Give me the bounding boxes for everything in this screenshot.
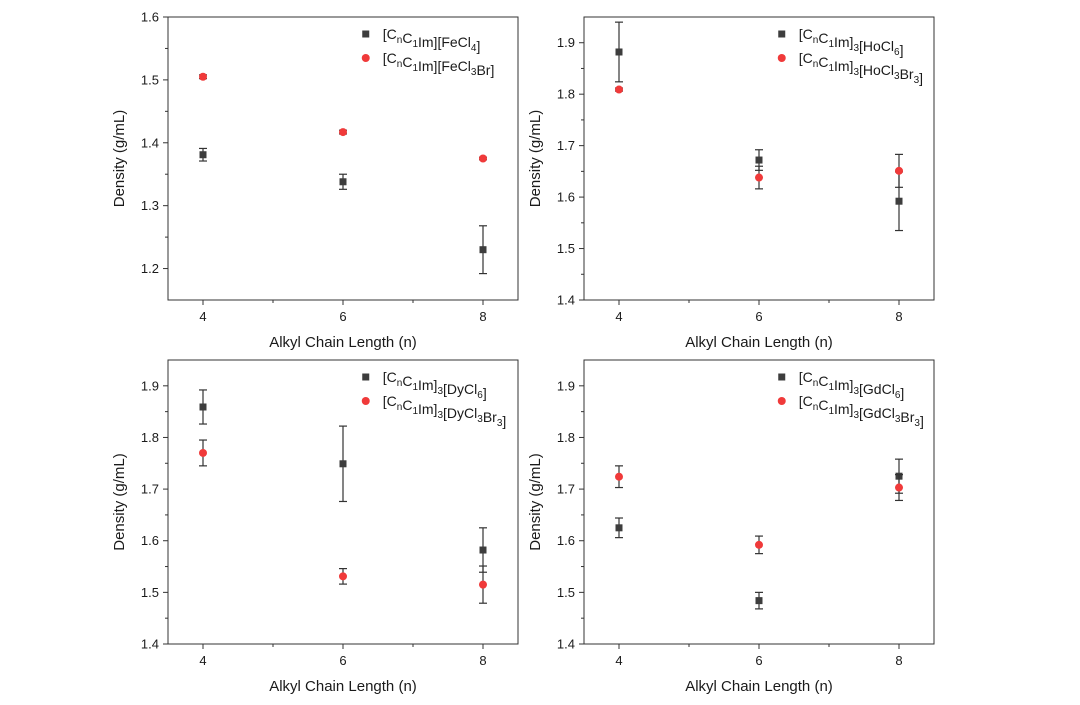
x-axis-title: Alkyl Chain Length (n) — [685, 678, 833, 695]
x-tick-label: 8 — [895, 309, 902, 324]
data-point-square — [755, 597, 763, 605]
y-tick-label: 1.4 — [557, 637, 575, 652]
y-axis-title: Density (g/mL) — [527, 110, 544, 208]
x-tick-label: 6 — [755, 309, 762, 324]
legend-marker-circle — [361, 54, 370, 62]
y-tick-label: 1.6 — [557, 533, 575, 548]
legend-marker-square — [362, 373, 370, 381]
y-tick-label: 1.2 — [141, 261, 159, 276]
y-tick-label: 1.9 — [557, 35, 575, 50]
data-point-circle — [479, 154, 487, 163]
y-tick-label: 1.4 — [141, 637, 159, 652]
data-point-circle — [895, 166, 903, 175]
x-tick-label: 8 — [895, 653, 902, 668]
legend-label: [CnC1Im]3[HoCl6] — [799, 26, 904, 58]
data-point-square — [339, 178, 347, 186]
data-point-square — [479, 246, 487, 254]
y-tick-label: 1.6 — [141, 10, 159, 25]
legend-marker-circle — [361, 397, 370, 405]
y-tick-label: 1.7 — [141, 482, 159, 497]
legend-label: [CnC1Im]3[DyCl3Br3] — [383, 393, 507, 429]
y-tick-label: 1.5 — [557, 585, 575, 600]
x-tick-label: 6 — [339, 653, 346, 668]
y-axis-title: Density (g/mL) — [111, 110, 128, 208]
data-point-circle — [339, 128, 347, 137]
y-tick-label: 1.9 — [141, 378, 159, 393]
y-tick-label: 1.4 — [557, 293, 575, 308]
legend-marker-square — [362, 30, 370, 38]
x-tick-label: 8 — [479, 309, 486, 324]
x-tick-label: 4 — [199, 653, 206, 668]
y-tick-label: 1.7 — [557, 482, 575, 497]
legend-label: [CnC1Im][FeCl3Br] — [383, 50, 495, 78]
x-tick-label: 6 — [755, 653, 762, 668]
data-point-circle — [339, 572, 347, 581]
data-point-circle — [755, 540, 763, 549]
y-tick-label: 1.4 — [141, 135, 159, 150]
x-tick-label: 8 — [479, 653, 486, 668]
data-point-square — [615, 524, 623, 532]
y-axis-title: Density (g/mL) — [527, 453, 544, 551]
x-tick-label: 4 — [615, 653, 622, 668]
data-point-circle — [615, 472, 623, 481]
x-axis-title: Alkyl Chain Length (n) — [269, 334, 417, 351]
x-tick-label: 6 — [339, 309, 346, 324]
data-point-circle — [199, 448, 207, 457]
data-point-circle — [615, 85, 623, 94]
panel-dycl6: 4 6 8 1.4 1.5 1.6 1.7 1.8 1.9 Alkyl Chain Length … — [111, 359, 519, 695]
y-tick-label: 1.8 — [141, 430, 159, 445]
legend-label: [CnC1Im]3[HoCl3Br3] — [799, 50, 923, 86]
x-axis-title: Alkyl Chain Length (n) — [685, 334, 833, 351]
legend-marker-square — [778, 373, 786, 381]
data-point-square — [199, 151, 207, 159]
data-point-square — [479, 546, 487, 554]
y-tick-label: 1.5 — [141, 585, 159, 600]
y-tick-label: 1.8 — [557, 87, 575, 102]
legend-label: [CnC1Im]3[GdCl3Br3] — [799, 393, 924, 429]
data-point-square — [199, 403, 207, 411]
legend-marker-circle — [777, 397, 786, 405]
legend-marker-square — [778, 30, 786, 38]
data-point-circle — [755, 173, 763, 182]
legend-label: [CnC1Im]3[DyCl6] — [383, 369, 487, 401]
data-point-circle — [199, 72, 207, 81]
panel-fecl4: 4 6 8 1.2 1.3 1.4 1.5 1.6 Alkyl Chain Length (n)… — [111, 10, 519, 351]
x-tick-label: 4 — [615, 309, 622, 324]
legend-marker-circle — [777, 54, 786, 62]
y-tick-label: 1.9 — [557, 378, 575, 393]
y-axis-title: Density (g/mL) — [111, 453, 128, 551]
y-tick-label: 1.3 — [141, 198, 159, 213]
data-point-square — [895, 197, 903, 205]
panel-gdcl6: 4 6 8 1.4 1.5 1.6 1.7 1.8 1.9 Alkyl Chain Length … — [527, 359, 935, 695]
x-tick-label: 4 — [199, 309, 206, 324]
data-point-square — [755, 156, 763, 164]
data-point-circle — [895, 483, 903, 492]
x-axis-title: Alkyl Chain Length (n) — [269, 678, 417, 695]
data-point-square — [339, 460, 347, 468]
y-tick-label: 1.5 — [141, 72, 159, 87]
y-tick-label: 1.7 — [557, 138, 575, 153]
y-tick-label: 1.6 — [557, 190, 575, 205]
data-point-circle — [479, 580, 487, 589]
data-point-square — [615, 48, 623, 56]
y-tick-label: 1.5 — [557, 241, 575, 256]
y-tick-label: 1.8 — [557, 430, 575, 445]
legend-label: [CnC1Im][FeCl4] — [383, 26, 481, 54]
panel-hocl6: 4 6 8 1.4 1.5 1.6 1.7 1.8 1.9 Alkyl Chain Length … — [527, 16, 935, 351]
y-tick-label: 1.6 — [141, 533, 159, 548]
legend-label: [CnC1Im]3[GdCl6] — [799, 369, 905, 401]
